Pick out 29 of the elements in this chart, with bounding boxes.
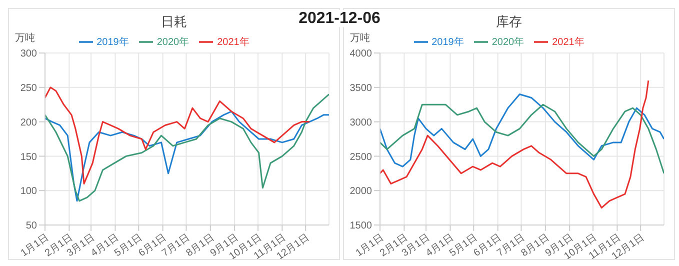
- legend-label: 2019年: [96, 37, 129, 48]
- line-series: [380, 94, 664, 168]
- y-tick-label: 300: [20, 48, 38, 60]
- y-axis-title: 万吨: [350, 32, 370, 45]
- y-tick-label: 2000: [350, 186, 372, 198]
- legend-label: 2020年: [492, 37, 524, 48]
- y-tick-label: 250: [20, 82, 38, 94]
- y-axis-title: 万吨: [15, 32, 35, 45]
- legend-label: 2019年: [432, 37, 464, 48]
- y-tick-label: 1500: [350, 220, 372, 232]
- chart-title: 日耗: [161, 14, 187, 29]
- line-series: [380, 104, 664, 174]
- y-tick-label: 200: [20, 117, 38, 128]
- text: 2021-12-06: [294, 10, 384, 27]
- line-series: [45, 110, 329, 202]
- legend-label: 2021年: [552, 37, 584, 48]
- y-tick-label: 3000: [350, 117, 372, 128]
- y-tick-label: 4000: [350, 48, 372, 60]
- line-series: [380, 80, 650, 209]
- y-tick-label: 100: [20, 186, 38, 198]
- y-tick-label: 2500: [350, 152, 372, 163]
- legend-label: 2021年: [217, 37, 250, 48]
- y-tick-label: 3500: [350, 82, 372, 94]
- legend-label: 2020年: [156, 37, 190, 48]
- y-tick-label: 50: [26, 220, 38, 232]
- chart-title: 库存: [496, 14, 522, 29]
- line-series: [45, 86, 310, 184]
- line-series: [45, 94, 329, 202]
- y-tick-label: 150: [20, 152, 38, 163]
